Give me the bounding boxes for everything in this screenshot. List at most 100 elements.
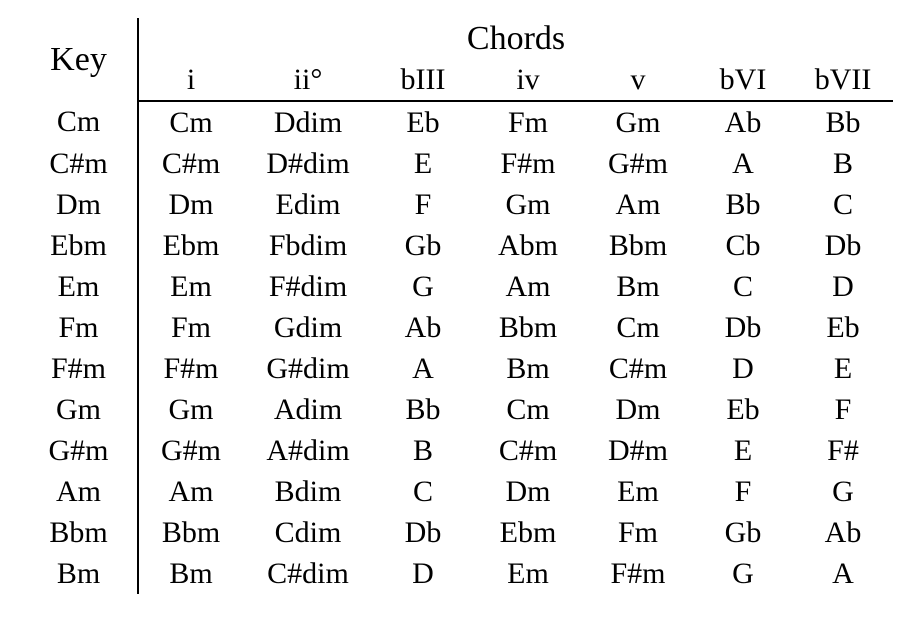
chord-cell: Ddim	[243, 101, 373, 143]
key-cell: Em	[20, 266, 138, 307]
table-row: BmBmC#dimDEmF#mGA	[20, 553, 893, 594]
chord-cell: F#	[793, 430, 893, 471]
chord-cell: A#dim	[243, 430, 373, 471]
key-cell: F#m	[20, 348, 138, 389]
key-cell: Cm	[20, 101, 138, 143]
table-row: C#mC#mD#dimEF#mG#mAB	[20, 143, 893, 184]
chord-cell: Ebm	[138, 225, 243, 266]
chord-cell: Gdim	[243, 307, 373, 348]
chord-cell: G	[793, 471, 893, 512]
chord-cell: D#m	[583, 430, 693, 471]
chord-cell: Em	[583, 471, 693, 512]
chord-cell: Bb	[793, 101, 893, 143]
key-cell: Dm	[20, 184, 138, 225]
chord-cell: D#dim	[243, 143, 373, 184]
chord-cell: Gb	[373, 225, 473, 266]
chord-cell: Ab	[693, 101, 793, 143]
chord-cell: Am	[583, 184, 693, 225]
chord-cell: Dm	[138, 184, 243, 225]
chord-cell: F	[373, 184, 473, 225]
chord-cell: C#m	[473, 430, 583, 471]
chord-cell: Gm	[583, 101, 693, 143]
chord-cell: Bbm	[473, 307, 583, 348]
key-cell: Am	[20, 471, 138, 512]
chord-cell: Abm	[473, 225, 583, 266]
chord-cell: Am	[138, 471, 243, 512]
table-row: EmEmF#dimGAmBmCD	[20, 266, 893, 307]
key-cell: Fm	[20, 307, 138, 348]
chord-cell: Bbm	[583, 225, 693, 266]
chord-cell: Dm	[583, 389, 693, 430]
chord-cell: Cm	[138, 101, 243, 143]
degree-header-i: i	[138, 59, 243, 101]
chord-cell: Bm	[138, 553, 243, 594]
chord-cell: Ab	[373, 307, 473, 348]
chord-cell: A	[693, 143, 793, 184]
chord-cell: G	[693, 553, 793, 594]
key-cell: G#m	[20, 430, 138, 471]
chord-cell: B	[373, 430, 473, 471]
chord-cell: E	[793, 348, 893, 389]
chord-cell: A	[373, 348, 473, 389]
chord-cell: Eb	[373, 101, 473, 143]
chord-cell: D	[793, 266, 893, 307]
chord-cell: Bb	[373, 389, 473, 430]
chord-cell: Fbdim	[243, 225, 373, 266]
chord-cell: Dm	[473, 471, 583, 512]
table-row: F#mF#mG#dimABmC#mDE	[20, 348, 893, 389]
key-cell: C#m	[20, 143, 138, 184]
chord-cell: C#dim	[243, 553, 373, 594]
chord-cell: F#m	[473, 143, 583, 184]
chord-cell: G	[373, 266, 473, 307]
chord-cell: G#m	[583, 143, 693, 184]
chord-cell: Bdim	[243, 471, 373, 512]
table-row: BbmBbmCdimDbEbmFmGbAb	[20, 512, 893, 553]
chord-cell: Db	[373, 512, 473, 553]
key-column-header: Key	[20, 18, 138, 101]
chord-cell: D	[693, 348, 793, 389]
chord-cell: Fm	[473, 101, 583, 143]
chord-cell: Cb	[693, 225, 793, 266]
chord-cell: Ab	[793, 512, 893, 553]
table-row: GmGmAdimBbCmDmEbF	[20, 389, 893, 430]
chord-cell: Cdim	[243, 512, 373, 553]
chord-cell: G#m	[138, 430, 243, 471]
key-cell: Ebm	[20, 225, 138, 266]
chord-cell: Gm	[473, 184, 583, 225]
key-cell: Bbm	[20, 512, 138, 553]
table-row: FmFmGdimAbBbmCmDbEb	[20, 307, 893, 348]
chord-cell: E	[693, 430, 793, 471]
table-row: G#mG#mA#dimBC#mD#mEF#	[20, 430, 893, 471]
chord-cell: Bm	[583, 266, 693, 307]
chord-cell: Gm	[138, 389, 243, 430]
chord-cell: D	[373, 553, 473, 594]
chord-cell: C#m	[583, 348, 693, 389]
degree-header-bIII: bIII	[373, 59, 473, 101]
chord-cell: Edim	[243, 184, 373, 225]
chord-cell: F#m	[583, 553, 693, 594]
table-row: EbmEbmFbdimGbAbmBbmCbDb	[20, 225, 893, 266]
degree-header-ii: ii°	[243, 59, 373, 101]
minor-key-chord-table: Key Chords i ii° bIII iv v bVI bVII CmCm…	[20, 18, 893, 594]
chord-cell: Bm	[473, 348, 583, 389]
chord-cell: Cm	[583, 307, 693, 348]
key-cell: Gm	[20, 389, 138, 430]
chord-cell: Bbm	[138, 512, 243, 553]
chord-cell: Gb	[693, 512, 793, 553]
degree-header-v: v	[583, 59, 693, 101]
chord-cell: Am	[473, 266, 583, 307]
chord-cell: Em	[138, 266, 243, 307]
degree-header-iv: iv	[473, 59, 583, 101]
chord-cell: Fm	[138, 307, 243, 348]
chord-cell: F	[793, 389, 893, 430]
chord-cell: Cm	[473, 389, 583, 430]
table-row: AmAmBdimCDmEmFG	[20, 471, 893, 512]
key-cell: Bm	[20, 553, 138, 594]
chord-cell: F#dim	[243, 266, 373, 307]
degree-header-bVI: bVI	[693, 59, 793, 101]
chord-cell: Eb	[693, 389, 793, 430]
chord-table-body: CmCmDdimEbFmGmAbBbC#mC#mD#dimEF#mG#mABDm…	[20, 101, 893, 594]
chord-cell: A	[793, 553, 893, 594]
chord-cell: C#m	[138, 143, 243, 184]
chord-cell: C	[373, 471, 473, 512]
